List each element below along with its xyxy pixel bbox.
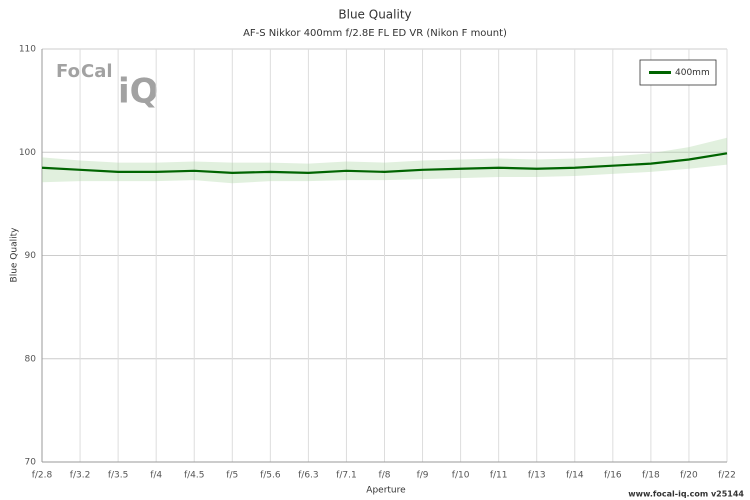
x-tick-label: f/2.8 xyxy=(32,471,53,481)
x-tick-label: f/7.1 xyxy=(336,471,357,481)
x-tick-label: f/4 xyxy=(150,471,162,481)
x-tick-label: f/10 xyxy=(452,471,470,481)
x-tick-label: f/3.5 xyxy=(108,471,129,481)
legend-label: 400mm xyxy=(675,68,710,78)
y-tick-label: 80 xyxy=(25,354,37,364)
x-tick-label: f/18 xyxy=(642,471,660,481)
y-tick-label: 110 xyxy=(19,45,36,55)
logo-left: Fo xyxy=(56,61,80,82)
x-tick-label: f/4.5 xyxy=(184,471,205,481)
logo-bottom: iQ xyxy=(118,72,159,112)
x-tick-label: f/22 xyxy=(718,471,736,481)
y-tick-label: 100 xyxy=(19,148,36,158)
footer: www.focal-iq.com v25144 xyxy=(628,490,744,499)
x-tick-label: f/9 xyxy=(417,471,429,481)
x-tick-label: f/14 xyxy=(566,471,584,481)
x-tick-label: f/3.2 xyxy=(70,471,91,481)
x-tick-label: f/16 xyxy=(604,471,622,481)
series-line xyxy=(41,152,728,175)
x-tick-label: f/6.3 xyxy=(298,471,319,481)
y-tick-label: 70 xyxy=(25,458,37,468)
x-axis-label: Aperture xyxy=(366,486,406,496)
x-tick-label: f/5 xyxy=(226,471,238,481)
x-tick-label: f/8 xyxy=(379,471,391,481)
y-tick-label: 90 xyxy=(25,251,37,261)
logo-middle: Cal xyxy=(81,61,113,82)
x-tick-label: f/11 xyxy=(490,471,508,481)
y-axis-label: Blue Quality xyxy=(10,227,20,283)
watermark: Fo Cal iQ xyxy=(56,61,159,112)
x-tick-label: f/5.6 xyxy=(260,471,281,481)
chart-title: Blue Quality xyxy=(338,8,411,22)
x-tick-label: f/20 xyxy=(680,471,698,481)
x-tick-label: f/13 xyxy=(528,471,546,481)
chart-subtitle: AF-S Nikkor 400mm f/2.8E FL ED VR (Nikon… xyxy=(243,28,507,39)
